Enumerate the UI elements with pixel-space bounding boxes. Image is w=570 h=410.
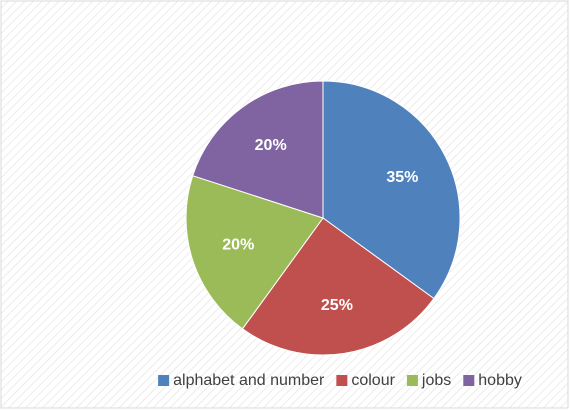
legend-label: hobby: [478, 372, 522, 389]
legend-swatch: [336, 375, 348, 386]
pie-slice: [192, 80, 324, 219]
legend-swatch: [406, 375, 418, 386]
pie-slice: [185, 175, 324, 330]
data-label: 20%: [222, 237, 254, 254]
data-label: 25%: [321, 297, 353, 314]
pie-slice: [322, 80, 461, 300]
legend-swatch: [463, 375, 475, 386]
legend-label: colour: [351, 372, 395, 389]
data-label: 20%: [255, 137, 287, 154]
legend-label: jobs: [421, 372, 451, 389]
data-label: 35%: [386, 169, 418, 186]
legend-swatch: [158, 375, 170, 386]
legend: alphabet and number colour jobs hobby: [158, 372, 522, 389]
pie-slice: [241, 217, 435, 356]
pie: 35% 25% 20% 20%: [185, 80, 461, 356]
legend-label: alphabet and number: [173, 372, 325, 389]
